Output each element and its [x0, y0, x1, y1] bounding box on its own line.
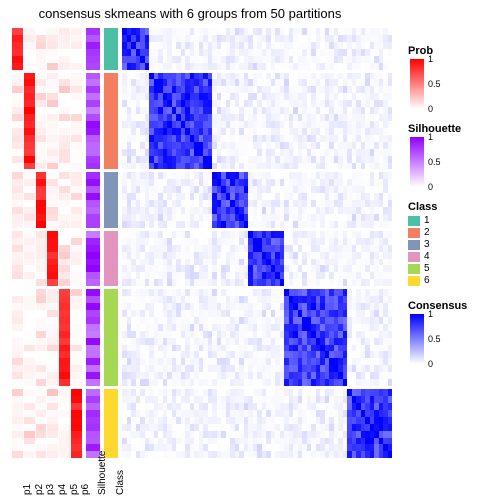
prob-gradient: 00.51: [410, 59, 424, 109]
class-legend-title: Class: [408, 201, 498, 213]
prob-annotation: [12, 28, 82, 458]
class-label: 5: [424, 263, 430, 274]
class-label: 2: [424, 227, 430, 238]
legend-tick: 0: [428, 104, 433, 114]
axis-label-p2: p2: [34, 484, 45, 495]
class-legend-item-2: 2: [408, 227, 498, 238]
legend-tick: 0: [428, 182, 433, 192]
prob-col-p3: [36, 28, 47, 458]
prob-col-p5: [59, 28, 70, 458]
axis-label-p1: p1: [22, 484, 33, 495]
class-swatch: [408, 240, 420, 250]
prob-col-p6: [71, 28, 82, 458]
class-legend-item-6: 6: [408, 275, 498, 286]
axis-label-p3: p3: [45, 484, 56, 495]
axis-label-silhouette: Silhouette: [97, 451, 108, 495]
legend-tick: 0.5: [428, 79, 441, 89]
class-swatch: [408, 276, 420, 286]
legend-tick: 1: [428, 54, 433, 64]
prob-legend: Prob 00.51: [408, 45, 498, 109]
sil-gradient: 00.51: [410, 137, 424, 187]
class-label: 6: [424, 275, 430, 286]
class-label: 3: [424, 239, 430, 250]
class-swatch: [408, 252, 420, 262]
prob-col-p2: [24, 28, 35, 458]
sil-legend: Silhouette 00.51: [408, 123, 498, 187]
column-axis-labels: p1p2p3p4p5p6SilhouetteClass: [12, 458, 392, 498]
class-swatch: [408, 228, 420, 238]
prob-col-p1: [12, 28, 23, 458]
plot-area: [12, 28, 392, 458]
class-legend-item-5: 5: [408, 263, 498, 274]
class-swatch: [408, 216, 420, 226]
sil-legend-title: Silhouette: [408, 123, 498, 135]
cons-legend: Consensus 00.51: [408, 300, 498, 364]
axis-label-p4: p4: [57, 484, 68, 495]
legend-tick: 1: [428, 132, 433, 142]
axis-label-p6: p6: [80, 484, 91, 495]
prob-legend-title: Prob: [408, 45, 498, 57]
cons-legend-title: Consensus: [408, 300, 498, 312]
class-legend-item-1: 1: [408, 215, 498, 226]
legends: Prob 00.51 Silhouette 00.51 Class 123456…: [408, 45, 498, 378]
class-legend-items: 123456: [408, 215, 498, 286]
class-annotation: [104, 28, 118, 458]
legend-tick: 0.5: [428, 157, 441, 167]
class-legend-item-4: 4: [408, 251, 498, 262]
legend-tick: 1: [428, 309, 433, 319]
consensus-heatmap: [122, 28, 392, 458]
class-swatch: [408, 264, 420, 274]
axis-label-class: Class: [115, 470, 126, 495]
chart-title: consensus skmeans with 6 groups from 50 …: [0, 6, 380, 21]
prob-col-p4: [47, 28, 58, 458]
class-legend: Class 123456: [408, 201, 498, 286]
class-label: 1: [424, 215, 430, 226]
class-legend-item-3: 3: [408, 239, 498, 250]
legend-tick: 0.5: [428, 334, 441, 344]
cons-gradient: 00.51: [410, 314, 424, 364]
silhouette-annotation: [86, 28, 100, 458]
legend-tick: 0: [428, 359, 433, 369]
axis-label-p5: p5: [69, 484, 80, 495]
class-label: 4: [424, 251, 430, 262]
